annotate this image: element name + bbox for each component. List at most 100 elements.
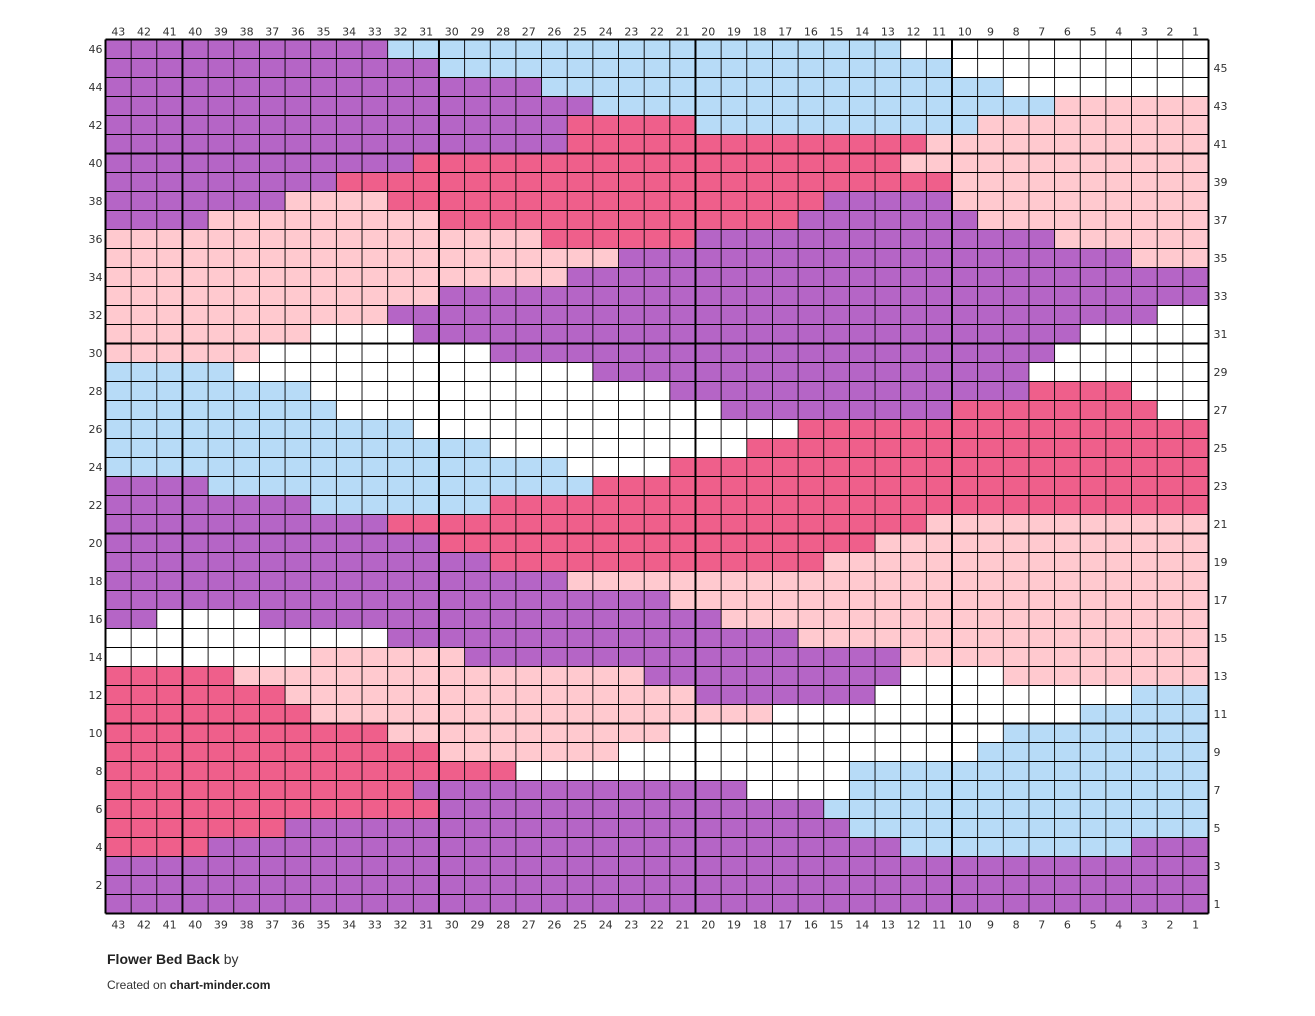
row-label: 5 bbox=[1214, 822, 1221, 835]
chart-cell bbox=[900, 552, 927, 572]
chart-cell bbox=[156, 552, 183, 572]
chart-cell bbox=[798, 799, 825, 819]
chart-cell bbox=[1131, 457, 1158, 477]
chart-cell bbox=[233, 210, 260, 230]
chart-cell bbox=[977, 457, 1004, 477]
column-label: 2 bbox=[1167, 26, 1174, 39]
chart-cell bbox=[131, 514, 158, 534]
chart-cell bbox=[951, 495, 978, 515]
chart-cell bbox=[823, 419, 850, 439]
column-label: 43 bbox=[111, 26, 125, 39]
chart-cell bbox=[900, 894, 927, 914]
chart-cell bbox=[669, 362, 696, 382]
chart-cell bbox=[336, 799, 363, 819]
chart-cell bbox=[233, 400, 260, 420]
chart-cell bbox=[541, 153, 568, 173]
chart-cell bbox=[490, 856, 517, 876]
chart-cell bbox=[182, 343, 209, 363]
chart-cell bbox=[310, 191, 337, 211]
chart-cell bbox=[695, 590, 722, 610]
chart-cell bbox=[977, 134, 1004, 154]
chart-cell bbox=[490, 229, 517, 249]
chart-cell bbox=[464, 590, 491, 610]
chart-cell bbox=[926, 210, 953, 230]
chart-cell bbox=[875, 77, 901, 97]
chart-cell bbox=[208, 799, 235, 819]
chart-cell bbox=[336, 267, 363, 287]
chart-cell bbox=[1003, 39, 1030, 59]
chart-cell bbox=[875, 723, 901, 743]
chart-cell bbox=[362, 419, 388, 439]
chart-cell bbox=[721, 666, 748, 686]
chart-cell bbox=[336, 419, 363, 439]
chart-cell bbox=[1028, 704, 1055, 724]
chart-cell bbox=[1080, 875, 1107, 895]
chart-cell bbox=[798, 666, 825, 686]
chart-cell bbox=[849, 343, 876, 363]
chart-cell bbox=[259, 533, 286, 553]
site-link[interactable]: chart-minder.com bbox=[169, 978, 271, 992]
chart-cell bbox=[977, 628, 1004, 648]
chart-cell bbox=[1003, 628, 1030, 648]
chart-cell bbox=[618, 362, 645, 382]
chart-cell bbox=[798, 191, 825, 211]
chart-cell bbox=[1080, 742, 1107, 762]
chart-cell bbox=[1105, 324, 1132, 344]
chart-cell bbox=[695, 476, 722, 496]
chart-cell bbox=[1157, 495, 1184, 515]
chart-cell bbox=[1182, 191, 1209, 211]
chart-cell bbox=[849, 552, 876, 572]
chart-cell bbox=[695, 647, 722, 667]
row-label: 39 bbox=[1214, 176, 1228, 189]
chart-cell bbox=[772, 875, 799, 895]
chart-cell bbox=[592, 875, 619, 895]
chart-cell bbox=[592, 58, 619, 78]
chart-cell bbox=[746, 210, 773, 230]
chart-cell bbox=[336, 647, 363, 667]
chart-cell bbox=[310, 894, 337, 914]
chart-cell bbox=[721, 286, 748, 306]
chart-cell bbox=[1028, 457, 1055, 477]
chart-cell bbox=[259, 457, 286, 477]
chart-cell bbox=[336, 818, 363, 838]
chart-cell bbox=[798, 856, 825, 876]
chart-cell bbox=[823, 628, 850, 648]
chart-cell bbox=[336, 514, 363, 534]
row-label: 25 bbox=[1214, 442, 1228, 455]
chart-cell bbox=[977, 305, 1004, 325]
chart-cell bbox=[1054, 96, 1081, 116]
chart-cell bbox=[233, 305, 260, 325]
chart-cell bbox=[1105, 894, 1132, 914]
chart-cell bbox=[592, 533, 619, 553]
chart-cell bbox=[336, 96, 363, 116]
chart-cell bbox=[900, 495, 927, 515]
chart-cell bbox=[156, 704, 183, 724]
chart-cell bbox=[490, 590, 517, 610]
chart-cell bbox=[464, 419, 491, 439]
chart-cell bbox=[515, 666, 542, 686]
chart-cell bbox=[772, 495, 799, 515]
chart-cell bbox=[926, 400, 953, 420]
chart-cell bbox=[951, 647, 978, 667]
chart-cell bbox=[900, 267, 927, 287]
chart-cell bbox=[413, 476, 440, 496]
column-label: 11 bbox=[932, 26, 946, 39]
chart-cell bbox=[362, 685, 388, 705]
chart-cell bbox=[413, 419, 440, 439]
chart-cell bbox=[182, 723, 209, 743]
chart-cell bbox=[798, 134, 825, 154]
chart-cell bbox=[746, 172, 773, 192]
chart-cell bbox=[567, 39, 594, 59]
chart-cell bbox=[131, 723, 158, 743]
chart-cell bbox=[746, 96, 773, 116]
chart-cell bbox=[182, 96, 209, 116]
chart-cell bbox=[618, 96, 645, 116]
chart-cell bbox=[541, 704, 568, 724]
chart-cell bbox=[618, 210, 645, 230]
chart-cell bbox=[746, 115, 773, 135]
chart-cell bbox=[772, 134, 799, 154]
chart-cell bbox=[182, 533, 209, 553]
chart-cell bbox=[977, 723, 1004, 743]
chart-cell bbox=[362, 875, 388, 895]
chart-cell bbox=[900, 647, 927, 667]
